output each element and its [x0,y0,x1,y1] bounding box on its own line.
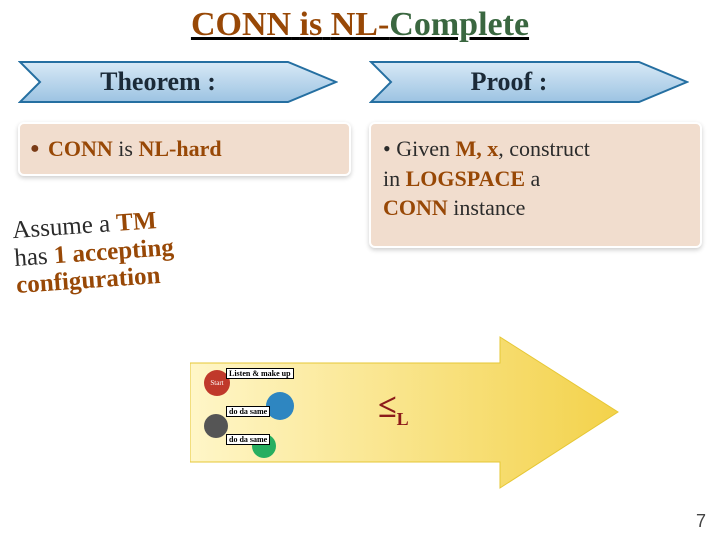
bullet-icon: ● [30,138,40,160]
reduction-symbol: ≤L [378,388,409,430]
theorem-banner: Theorem : [18,56,338,108]
a-word: a [525,166,540,191]
logspace-word: LOGSPACE [406,166,525,191]
slide-title: CONN is NL-Complete [0,0,720,46]
proof-bullet: • [383,136,391,161]
right-column: Proof : • Given M, x, construct in LOGSP… [369,56,702,248]
mini-node [204,414,228,438]
tm-word: TM [115,207,157,237]
proof-banner: Proof : [369,56,689,108]
assume-has: has [13,242,54,272]
conn-word: CONN [48,136,113,161]
leq-symbol: ≤ [378,388,397,425]
nlhard-word: NL-hard [138,136,221,161]
mx-word: M, x [455,136,498,161]
theorem-textbox: ● CONN is NL-hard [18,122,351,176]
theorem-banner-shape: Theorem : [18,56,338,108]
mini-edge-label: do da same [226,434,270,445]
theorem-label: Theorem : [100,67,216,96]
title-word-nl: NL- [331,6,390,43]
page-number: 7 [696,511,706,532]
assume-callout: Assume a TM has 1 accepting configuratio… [11,199,276,299]
proof-label: Proof : [471,67,548,96]
in-word: in [383,166,406,191]
mini-edge-label: Listen & make up [226,368,294,379]
given-word: Given [391,136,456,161]
is-word: is [113,136,139,161]
construct-word: , construct [498,136,590,161]
proof-banner-shape: Proof : [369,56,689,108]
conn-word-2: CONN [383,195,448,220]
leq-subscript: L [397,409,409,429]
proof-textbox: • Given M, x, construct in LOGSPACE a CO… [369,122,702,248]
title-word-complete: Complete [389,6,529,43]
mini-diagram: StartListen & make updo da samedo da sam… [200,358,295,463]
title-word-conn: CONN [191,6,291,43]
mini-edge-label: do da same [226,406,270,417]
instance-word: instance [448,195,526,220]
title-word-is: is [300,6,323,43]
